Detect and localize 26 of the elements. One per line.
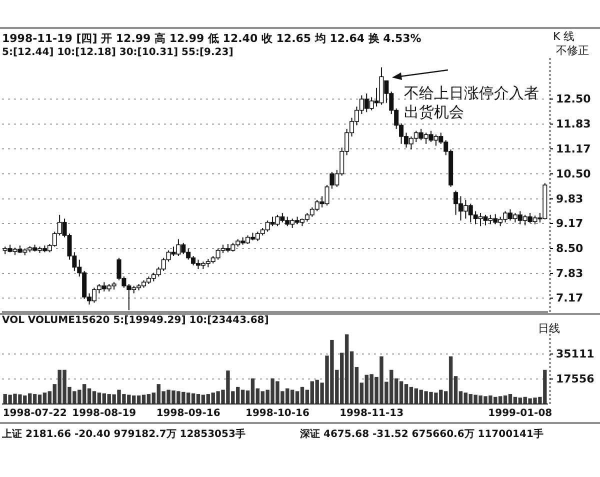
x-tick-label: 1999-01-08 [488,408,552,419]
y-tick-label: 12.50 [556,92,592,106]
y-tick-label: 11.83 [556,118,591,131]
y-tick-label: 7.17 [556,292,584,305]
y-tick-label: 9.17 [556,216,584,230]
text: 5:[12.44] 10:[12.18] 30:[10.31] 55:[9.23] [2,47,234,58]
y-tick-label: 8.50 [556,242,584,256]
annotation: 不给上日涨停介入者出货机会 [404,84,540,122]
y-tick-label: 9.83 [556,192,584,206]
x-tick-label: 1998-08-19 [72,408,136,419]
y-tick-label: 17556 [556,372,595,386]
text: 上证 2181.66 -20.40 979182.7万 12853053手 [1,428,246,440]
text: 不修正 [556,44,589,57]
text: 深证 4675.68 -31.52 675660.6万 11700141手 [299,428,544,440]
y-tick-label: 7.83 [556,267,584,280]
text: K 线 [553,30,575,43]
x-tick-label: 1998-07-22 [2,408,67,419]
x-tick-label: 1998-10-16 [245,408,310,419]
annotation: 日线 [538,322,560,335]
text: VOL VOLUME15620 5:[19949.29] 10:[23443.68] [2,315,269,326]
y-tick-label: 10.50 [556,167,592,180]
x-tick-label: 1998-11-13 [340,408,404,419]
text: 1998-11-19 [四] 开 12.99 高 12.99 低 12.40 收 12.65 均 12.64 换 4.53% [2,32,422,45]
y-tick-label: 35111 [556,348,594,361]
y-tick-label: 11.17 [556,142,591,156]
x-tick-label: 1998-09-16 [156,408,220,419]
